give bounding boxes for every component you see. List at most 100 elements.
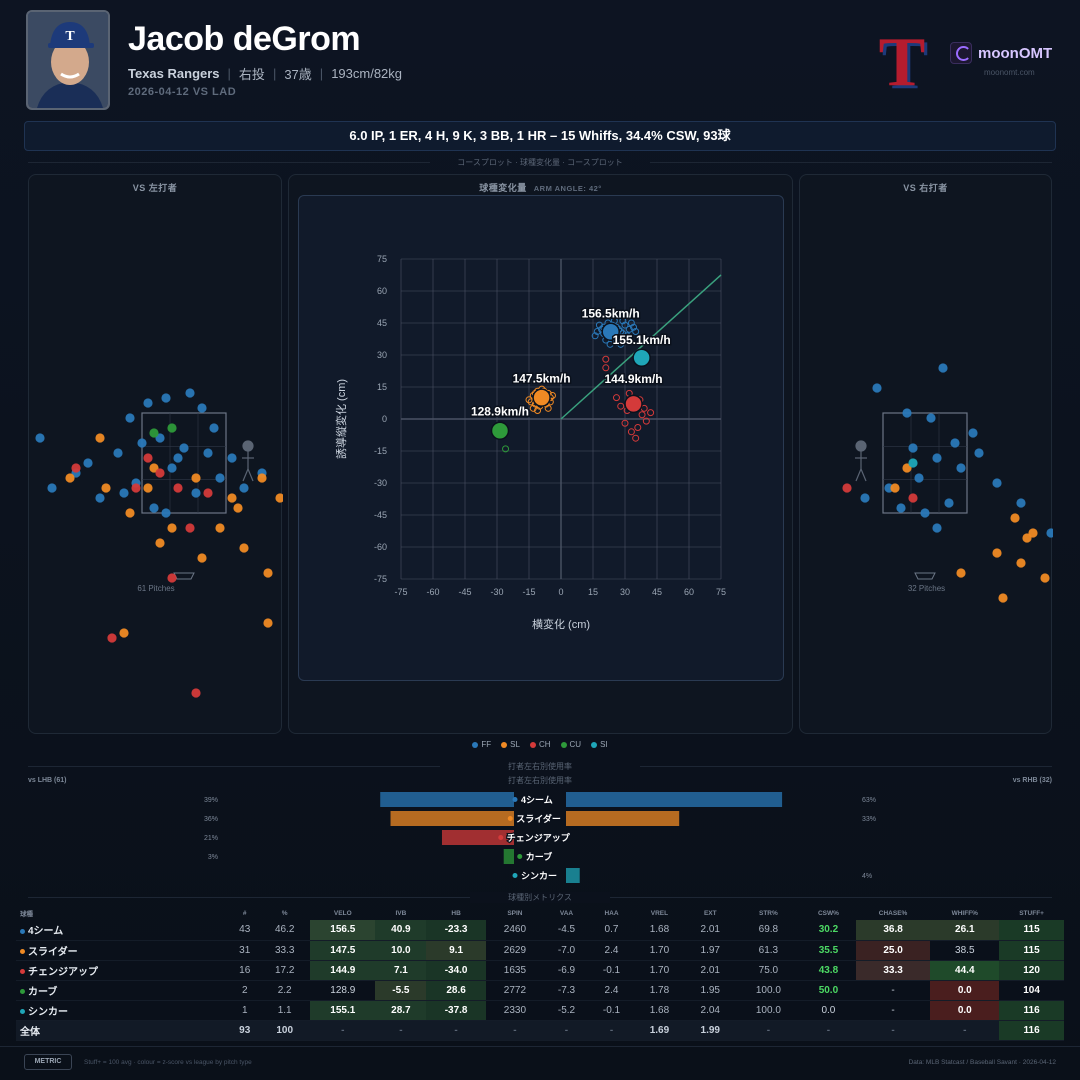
- metrics-row-si[interactable]: シンカー 1 1.1 155.1 28.7 -37.8 2330 -5.2 -0.1 1.68 2.…: [16, 1000, 1064, 1021]
- metric-cell: 1.68: [634, 920, 685, 941]
- usage-pct-rhb: 4%: [862, 873, 872, 880]
- brand[interactable]: moonOMT: [950, 40, 1060, 66]
- usage-bar-rhb: [566, 811, 680, 826]
- movement-panel-title: 球種変化量 ARM ANGLE: 42°: [289, 181, 792, 194]
- pitch-color-dot: [20, 1009, 25, 1015]
- column-header[interactable]: %: [281, 909, 288, 917]
- location-point-sl: [1040, 573, 1050, 583]
- usage-pct-lhb: 3%: [208, 854, 218, 861]
- metric-cell: 100.0: [735, 980, 802, 1001]
- rhb-location-panel: VS 右打者 32 Pitches: [799, 174, 1053, 734]
- pitch-name: シンカー: [28, 1006, 68, 1018]
- location-point-ff: [209, 423, 219, 433]
- usage-bar-lhb: [441, 830, 514, 845]
- column-header[interactable]: CSW%: [817, 909, 839, 917]
- avg-point-sl: [532, 388, 551, 407]
- column-header[interactable]: WHIFF%: [951, 909, 978, 917]
- lhb-panel-title: VS 左打者: [132, 183, 178, 193]
- team-logo: T T: [872, 24, 932, 104]
- column-header[interactable]: 球種: [20, 911, 33, 918]
- location-point-sl: [143, 483, 153, 493]
- pitch-point-ch: [621, 419, 629, 427]
- location-point-ff: [944, 498, 954, 508]
- usage-dot-ff: [512, 797, 518, 802]
- column-header[interactable]: STR%: [758, 909, 778, 917]
- location-point-sl: [263, 618, 273, 628]
- pitch-point-ch: [617, 402, 625, 410]
- x-tick-label: -45: [458, 587, 471, 597]
- location-point-ff: [185, 388, 195, 398]
- metrics-row-cu[interactable]: カーブ 2 2.2 128.9 -5.5 28.6 2772 -7.3 2.4 1.78 1.95 1…: [16, 980, 1064, 1001]
- avg-velo-label-ch: 144.9km/h: [605, 372, 663, 386]
- arm-angle-line: [560, 274, 722, 420]
- metric-cell: 144.9: [310, 960, 376, 981]
- column-header[interactable]: EXT: [703, 909, 717, 917]
- location-point-ff: [125, 413, 135, 423]
- column-header[interactable]: HB: [451, 909, 461, 917]
- metric-cell: -0.1: [588, 1000, 634, 1021]
- team-name: Texas Rangers: [128, 66, 220, 81]
- section-plots-title: コースプロット · 球種変化量 · コースプロット: [457, 158, 623, 167]
- metric-cell: 147.5: [310, 940, 376, 961]
- strike-zone: [141, 412, 227, 514]
- column-header[interactable]: VREL: [650, 909, 669, 917]
- pitch-color-dot: [20, 969, 25, 975]
- metric-cell: 28.6: [426, 980, 486, 1001]
- usage-bar-lhb: [390, 811, 514, 826]
- pitch-point-ff: [623, 332, 631, 340]
- metric-cell: 2.4: [588, 940, 634, 961]
- column-header[interactable]: HAA: [604, 909, 619, 917]
- column-header[interactable]: SPIN: [507, 909, 523, 917]
- column-header[interactable]: STUFF+: [1019, 909, 1044, 917]
- batter-icon: [242, 440, 254, 482]
- metrics-row-ch[interactable]: チェンジアップ 16 17.2 144.9 7.1 -34.0 1635 -6.9 -0.1 1.…: [16, 960, 1064, 981]
- location-point-ff: [161, 393, 171, 403]
- metric-cell: 38.5: [930, 940, 1000, 961]
- metric-cell: -23.3: [426, 920, 486, 941]
- usage-pitch-label: カーブ: [526, 851, 552, 862]
- y-tick-label: -60: [374, 542, 387, 552]
- usage-bar-lhb: [380, 792, 514, 807]
- metric-badge[interactable]: METRIC: [24, 1054, 72, 1070]
- metrics-total-row: 全体 93 100- - - - - -1.69 1.99- - - -116: [16, 1020, 1064, 1041]
- location-point-ff: [83, 458, 93, 468]
- metric-total-cell: -: [543, 1020, 589, 1041]
- metrics-row-ff[interactable]: 4シーム 43 46.2 156.5 40.9 -23.3 2460 -4.5 0.7 1.68 2…: [16, 920, 1064, 941]
- usage-pitch-label: スライダー: [516, 813, 561, 824]
- pitch-point-ch: [627, 428, 635, 436]
- location-point-ff: [932, 453, 942, 463]
- column-header[interactable]: VAA: [559, 909, 574, 917]
- metric-cell: 156.5: [310, 920, 376, 941]
- metric-cell: 33.3: [259, 940, 311, 961]
- location-point-ff: [872, 383, 882, 393]
- column-header[interactable]: VELO: [333, 909, 352, 917]
- divider: |: [227, 66, 231, 81]
- avg-point-cu: [490, 421, 510, 440]
- location-point-sl: [998, 593, 1008, 603]
- location-point-sl: [956, 568, 966, 578]
- metrics-row-sl[interactable]: スライダー 31 33.3 147.5 10.0 9.1 2629 -7.0 2.4 1.70 1.…: [16, 940, 1064, 961]
- y-tick-label: -30: [374, 478, 387, 488]
- location-point-ff: [920, 508, 930, 518]
- usage-bar-rhb: [566, 868, 580, 883]
- location-point-ch: [908, 493, 918, 503]
- batter-leg: [855, 468, 862, 482]
- column-header[interactable]: IVB: [395, 909, 407, 917]
- location-point-sl: [65, 473, 75, 483]
- column-header[interactable]: #: [242, 909, 247, 917]
- y-tick-label: 30: [377, 350, 387, 360]
- location-point-ch: [185, 523, 195, 533]
- y-tick-label: -15: [374, 446, 387, 456]
- metric-total-cell: 100: [259, 1020, 311, 1041]
- y-tick-label: 15: [377, 382, 387, 392]
- metric-cell: -: [855, 980, 931, 1001]
- location-point-ff: [119, 488, 129, 498]
- metric-cell: -37.8: [426, 1000, 486, 1021]
- column-header[interactable]: CHASE%: [878, 909, 908, 917]
- metric-cell: 10.0: [375, 940, 427, 961]
- location-point-sl: [155, 538, 165, 548]
- location-point-ff: [992, 478, 1002, 488]
- location-point-ff: [974, 448, 984, 458]
- y-tick-label: -45: [374, 510, 387, 520]
- pitch-point-ff: [617, 340, 625, 348]
